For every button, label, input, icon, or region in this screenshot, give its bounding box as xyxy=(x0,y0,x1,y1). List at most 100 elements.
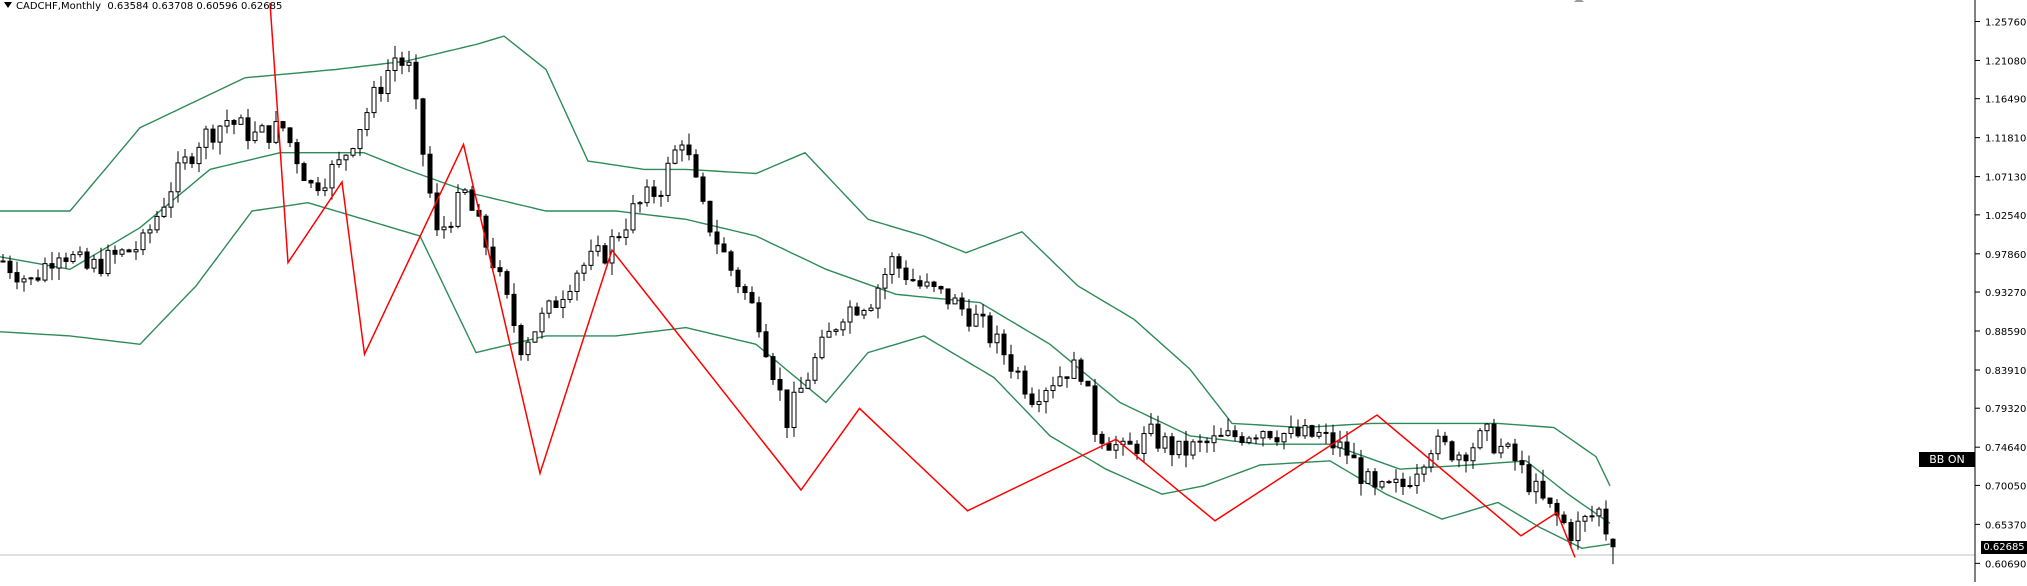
candle-bull xyxy=(630,203,636,231)
candle-bull xyxy=(28,277,34,280)
candle-bear xyxy=(763,331,769,358)
candle-bear xyxy=(210,128,216,143)
price-axis-tick-label: 0.93270 xyxy=(1985,288,2026,299)
candle-bull xyxy=(791,391,797,429)
price-axis-tick-label: 0.74640 xyxy=(1985,443,2026,454)
candle-bear xyxy=(1239,436,1245,444)
candle-bear xyxy=(231,120,237,125)
candle-bull xyxy=(1050,385,1056,392)
candle-bull xyxy=(1456,454,1462,461)
candle-bear xyxy=(1547,497,1553,504)
candle-bull xyxy=(1365,471,1371,484)
candle-bear xyxy=(1169,436,1175,456)
candle-bear xyxy=(420,98,426,155)
candle-bear xyxy=(245,117,251,142)
candle-bull xyxy=(924,281,930,287)
bollinger-middle-band xyxy=(0,152,1611,524)
candle-bear xyxy=(189,156,195,165)
candle-bull xyxy=(1246,437,1252,444)
candle-bear xyxy=(742,286,748,294)
candle-bull xyxy=(973,313,979,327)
candle-bear xyxy=(490,246,496,269)
price-axis-tick-label: 1.16490 xyxy=(1985,95,2026,106)
price-axis-tick-label: 0.65370 xyxy=(1985,520,2026,531)
candle-bull xyxy=(1407,485,1413,488)
price-axis-tick-label: 0.70050 xyxy=(1985,481,2026,492)
candle-bull xyxy=(1162,436,1168,449)
candle-bull xyxy=(567,290,573,300)
candle-bull xyxy=(392,57,398,72)
candle-bear xyxy=(469,189,475,211)
candle-bull xyxy=(581,264,587,274)
candle-bear xyxy=(735,269,741,288)
candle-bull xyxy=(1421,466,1427,475)
candle-bear xyxy=(1127,440,1133,445)
candle-bear xyxy=(1134,443,1140,454)
candle-bull xyxy=(868,307,874,311)
candle-bull xyxy=(623,229,629,238)
candle-bear xyxy=(553,300,559,308)
candle-bull xyxy=(168,191,174,208)
candle-bull xyxy=(140,232,146,251)
collapse-triangle-icon[interactable] xyxy=(4,2,12,8)
candle-bull xyxy=(546,300,552,314)
candle-bear xyxy=(1491,423,1497,454)
price-axis: 1.25760 1.21080 1.16490 1.11810 1.07130 1.025… xyxy=(1975,17,2026,570)
bollinger-bands-group xyxy=(0,35,1611,550)
chart-header: CADCHF,Monthly 0.63584 0.63708 0.60596 0… xyxy=(4,1,282,12)
candle-bull xyxy=(175,162,181,193)
candle-bear xyxy=(49,263,55,269)
candle-bear xyxy=(280,121,286,129)
bb-status-badge[interactable]: BB ON xyxy=(1919,452,1975,467)
candle-bear xyxy=(651,186,657,197)
candle-bull xyxy=(1043,390,1049,403)
candle-bull xyxy=(70,254,76,262)
candle-bear xyxy=(1155,423,1161,449)
candle-bull xyxy=(1071,359,1077,379)
candle-bear xyxy=(504,271,510,295)
candle-bull xyxy=(1477,430,1483,449)
candle-bull xyxy=(343,154,349,161)
candle-bull xyxy=(336,159,342,165)
candle-bear xyxy=(1085,380,1091,387)
candle-bull xyxy=(154,215,160,231)
candle-bear xyxy=(721,243,727,253)
candle-bear xyxy=(777,379,783,391)
candle-bear xyxy=(707,200,713,233)
candle-bear xyxy=(1512,443,1518,462)
candle-bear xyxy=(1442,435,1448,443)
candle-bull xyxy=(21,278,27,283)
candle-bull xyxy=(1575,520,1581,542)
candle-bull xyxy=(1225,430,1231,436)
candle-bear xyxy=(938,286,944,290)
candle-bull xyxy=(819,336,825,359)
candle-bear xyxy=(126,249,132,253)
candle-bear xyxy=(308,180,314,184)
candle-bull xyxy=(56,257,62,269)
candle-bear xyxy=(1463,454,1469,462)
candle-bull xyxy=(805,379,811,389)
candle-bear xyxy=(1386,481,1392,484)
candle-bear xyxy=(7,260,13,274)
candle-bear xyxy=(1064,376,1070,379)
candle-bear xyxy=(315,182,321,192)
candle-bear xyxy=(1323,431,1329,434)
candle-bear xyxy=(434,192,440,231)
bollinger-upper-band xyxy=(0,35,1611,487)
candle-bull xyxy=(273,121,279,143)
candle-bull xyxy=(882,273,888,289)
candle-bear xyxy=(1610,538,1616,548)
candle-bull xyxy=(364,112,370,131)
candle-bear xyxy=(1449,441,1455,461)
candle-bear xyxy=(1078,359,1084,382)
candle-bull xyxy=(560,298,566,308)
candle-bull xyxy=(119,249,125,255)
candle-bull xyxy=(1505,443,1511,447)
candle-bull xyxy=(1414,473,1420,487)
symbol-label: CADCHF,Monthly xyxy=(16,1,101,12)
candle-bear xyxy=(1099,433,1105,444)
candle-bull xyxy=(1470,447,1476,462)
